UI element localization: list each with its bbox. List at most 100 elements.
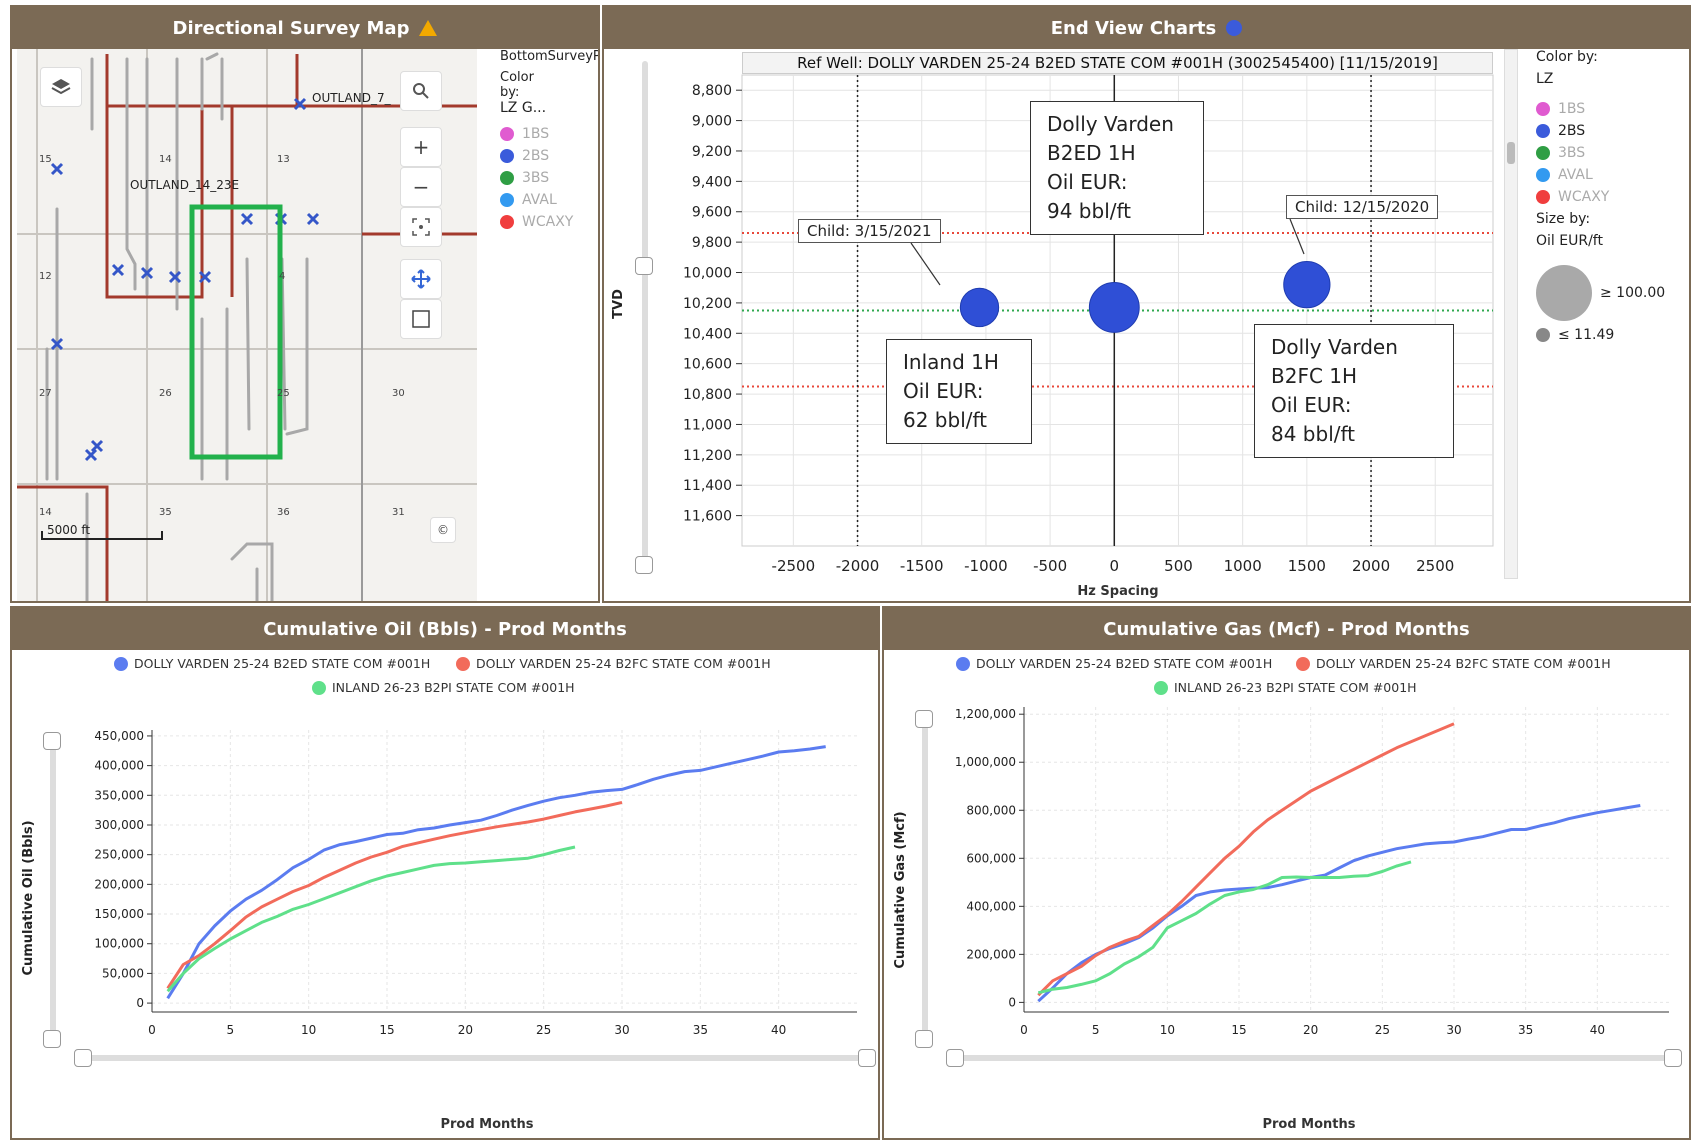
oil-x-slider-track[interactable] [82,1055,872,1061]
well-bubble-1[interactable] [1088,282,1140,333]
gas-legend-b2fc[interactable]: DOLLY VARDEN 25-24 B2FC STATE COM #001H [1296,656,1611,671]
layers-button[interactable] [40,67,82,107]
cumulative-oil-chart[interactable]: 0 5 10 15 20 25 30 35 40 0 50,000 100,000 150,000 200… [12,650,878,1138]
zoom-out-button[interactable]: − [400,167,442,207]
y-tick-label: 400,000 [966,899,1016,913]
legend-label: 2BS [1558,123,1586,139]
gas-legend-inland[interactable]: INLAND 26-23 B2PI STATE COM #001H [1154,680,1417,695]
legend-dot [1296,656,1310,671]
legend-label: 2BS [522,148,550,164]
y-tick-label: 250,000 [94,848,144,862]
legend-dot [456,656,470,671]
callout-line: B2ED 1H [1047,141,1136,165]
gas-x-slider-track[interactable] [954,1055,1676,1061]
gas-x-slider-handle-right[interactable] [1664,1049,1682,1067]
series-line-inland[interactable] [166,845,576,993]
oil-y-slider-track[interactable] [50,740,56,1040]
series-line-b2ed[interactable] [166,745,826,1000]
legend-item-2bs[interactable]: 2BS [500,148,598,164]
well-bubble-2[interactable] [1283,261,1331,309]
oil-x-slider-handle-left[interactable] [74,1049,92,1067]
legend-dot [1536,190,1550,204]
cumulative-gas-panel: Cumulative Gas (Mcf) - Prod Months DOLLY… [882,606,1691,1140]
gas-y-slider-track[interactable] [922,718,928,1040]
tvd-slider-handle-top[interactable] [635,257,653,275]
x-tick-label: 20 [458,1023,473,1037]
legend-dot [500,127,514,141]
legend-label: INLAND 26-23 B2PI STATE COM #001H [332,680,575,695]
child-label-1: Child: 3/15/2021 [798,219,941,243]
section-label: 15 [39,154,52,165]
y-tick-label: 9,800 [692,235,732,251]
legend-label: 3BS [522,170,550,186]
gas-y-slider-handle-top[interactable] [915,710,933,728]
legend-item-aval[interactable]: AVAL [1536,167,1686,183]
layer-title: BottomSurveyP [500,49,600,64]
gas-x-slider-handle-left[interactable] [946,1049,964,1067]
legend-label: DOLLY VARDEN 25-24 B2ED STATE COM #001H [976,656,1273,671]
series-line-inland[interactable] [1037,860,1412,995]
x-tick-label: 25 [1375,1023,1390,1037]
size-max-circle [1536,265,1592,321]
endview-scrollbar[interactable] [1504,49,1518,579]
legend-item-1bs[interactable]: 1BS [500,126,598,142]
pan-button[interactable] [400,259,442,299]
legend-dot [1536,168,1550,182]
legend-item-wcaxy[interactable]: WCAXY [500,214,598,230]
oil-legend-b2fc[interactable]: DOLLY VARDEN 25-24 B2FC STATE COM #001H [456,656,771,671]
x-tick-label: -2000 [836,557,880,575]
oil-y-slider-handle-bottom[interactable] [43,1030,61,1048]
legend-item-3bs[interactable]: 3BS [500,170,598,186]
section-label: 26 [159,388,172,399]
y-tick-label: 400,000 [94,759,144,773]
legend-item-3bs[interactable]: 3BS [1536,145,1686,161]
series-line-b2fc[interactable] [166,800,623,990]
map-search-button[interactable] [400,71,442,111]
callout-line: Oil EUR: [1271,393,1352,417]
oil-legend-b2ed[interactable]: DOLLY VARDEN 25-24 B2ED STATE COM #001H [114,656,430,671]
oil-legend-inland[interactable]: INLAND 26-23 B2PI STATE COM #001H [312,680,575,695]
oil-panel-header: Cumulative Oil (Bbls) - Prod Months [12,608,878,650]
section-label: 14 [159,154,172,165]
x-tick-label: 1000 [1224,557,1262,575]
callout-inland: Inland 1H Oil EUR: 62 bbl/ft [886,339,1032,444]
size-legend-max: ≥ 100.00 [1536,265,1686,321]
well-bubble-0[interactable] [959,287,1000,328]
scrollbar-thumb[interactable] [1507,142,1515,164]
color-by-value: LZ G... [500,100,547,116]
plus-icon: + [412,135,430,159]
series-line-b2ed[interactable] [1037,804,1641,1003]
oil-y-slider-handle-top[interactable] [43,732,61,750]
legend-dot [1536,102,1550,116]
y-tick-label: 11,200 [683,448,732,464]
x-axis-label: Hz Spacing [1077,584,1158,599]
legend-item-2bs[interactable]: 2BS [1536,123,1686,139]
x-tick-label: 40 [771,1023,786,1037]
end-view-chart[interactable]: -2500 -2000 -1500 -1000 -500 0 500 1000 1500 2000… [604,49,1494,603]
zoom-in-button[interactable]: + [400,127,442,167]
gas-legend-b2ed[interactable]: DOLLY VARDEN 25-24 B2ED STATE COM #001H [956,656,1272,671]
box-select-button[interactable] [400,299,442,339]
x-axis-label: Prod Months [1262,1117,1355,1132]
tvd-slider-handle-bottom[interactable] [635,556,653,574]
legend-dot [956,656,970,671]
gas-y-slider-handle-bottom[interactable] [915,1030,933,1048]
legend-item-aval[interactable]: AVAL [500,192,598,208]
copyright-button[interactable]: © [430,517,456,543]
gas-panel-header: Cumulative Gas (Mcf) - Prod Months [884,608,1689,650]
y-tick-label: 1,000,000 [955,755,1016,769]
warning-icon[interactable] [419,20,438,36]
section-label: 30 [392,388,405,399]
legend-item-1bs[interactable]: 1BS [1536,101,1686,117]
x-tick-label: 10 [301,1023,316,1037]
cumulative-gas-chart[interactable]: 0 5 10 15 20 25 30 35 40 0 200,000 400,000 600,000 80… [884,650,1689,1138]
zoom-extent-button[interactable] [400,207,442,247]
tvd-slider-track[interactable] [642,61,648,571]
size-by-value: Oil EUR/ft [1536,233,1603,249]
series-line-b2fc[interactable] [1037,722,1455,997]
callout-line: Inland 1H [903,350,999,374]
oil-x-slider-handle-right[interactable] [858,1049,876,1067]
legend-item-wcaxy[interactable]: WCAXY [1536,189,1686,205]
layers-icon [51,79,71,95]
section-label: 27 [39,388,52,399]
